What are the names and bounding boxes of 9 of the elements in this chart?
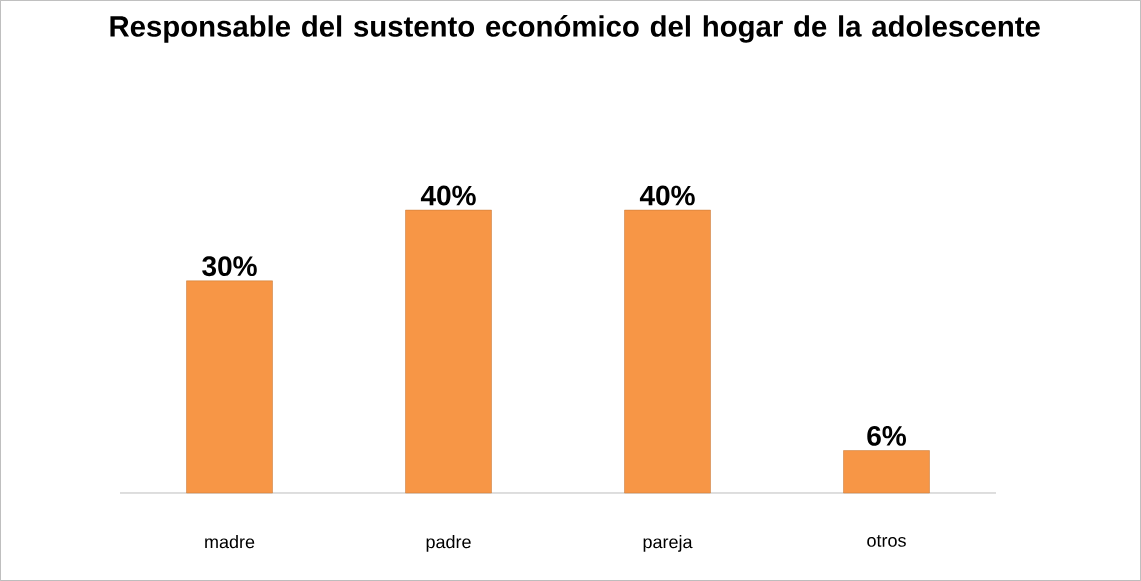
- data-label: 6%: [867, 426, 906, 446]
- chart-title: Responsable del sustento económico del hogar de la adolescente: [110, 15, 1040, 43]
- data-label: 30%: [202, 256, 257, 277]
- data-label: 40%: [420, 185, 476, 206]
- x-tick-label: pareja: [643, 535, 693, 552]
- x-tick-label: otros: [867, 535, 906, 547]
- data-label: 40%: [639, 185, 695, 206]
- x-tick-label: padre: [426, 535, 471, 552]
- x-tick-label: madre: [205, 535, 255, 549]
